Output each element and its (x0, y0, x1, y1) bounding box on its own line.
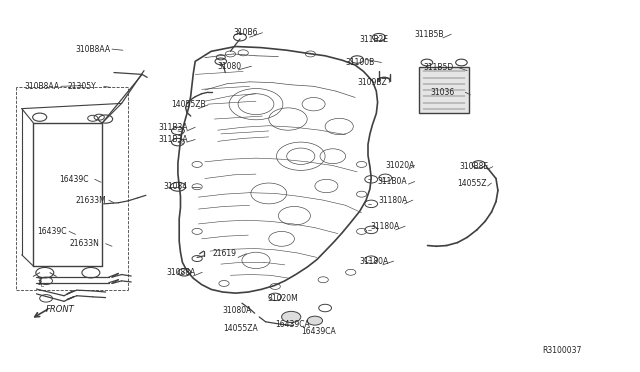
Text: 311B0A: 311B0A (378, 177, 407, 186)
Circle shape (307, 316, 323, 325)
Text: 7: 7 (37, 278, 42, 284)
Text: 31180A: 31180A (379, 196, 408, 205)
Text: R3100037: R3100037 (543, 346, 582, 355)
Text: 21305Y: 21305Y (67, 82, 96, 91)
Text: 310B8AA: 310B8AA (76, 45, 111, 54)
Text: 31084: 31084 (163, 182, 188, 191)
Text: 31020A: 31020A (385, 161, 415, 170)
Text: 310B6: 310B6 (234, 28, 258, 37)
Text: 31036: 31036 (430, 88, 454, 97)
Text: 311B5B: 311B5B (415, 30, 444, 39)
Text: 16439CA: 16439CA (301, 327, 335, 336)
Text: 311B5D: 311B5D (424, 63, 454, 72)
Text: 31020M: 31020M (268, 294, 298, 303)
Text: 310B8AA: 310B8AA (24, 82, 60, 91)
Text: 31080: 31080 (218, 62, 242, 71)
Text: 16439C: 16439C (37, 227, 67, 236)
Text: 31180A: 31180A (370, 222, 399, 231)
Bar (419, 67, 469, 113)
Text: 14055Z: 14055Z (458, 179, 487, 187)
Text: 31180A: 31180A (360, 257, 389, 266)
Text: 16439CA: 16439CA (275, 320, 310, 329)
Text: L: L (40, 283, 44, 288)
Text: 311B3A: 311B3A (159, 123, 188, 132)
Text: 311B2E: 311B2E (360, 35, 388, 44)
Circle shape (282, 311, 301, 323)
Text: FRONT: FRONT (46, 305, 75, 314)
Text: 2: 2 (37, 280, 42, 286)
Text: 31080A: 31080A (223, 306, 252, 315)
Text: 16439C: 16439C (59, 175, 88, 184)
Text: 14055ZA: 14055ZA (223, 324, 257, 333)
Text: 21633N: 21633N (69, 239, 99, 248)
Text: 310B8E: 310B8E (460, 162, 489, 171)
Text: 31088A: 31088A (166, 268, 196, 277)
Text: 14055ZB: 14055ZB (172, 100, 206, 109)
Text: 311B3A: 311B3A (159, 135, 188, 144)
Text: 21633M: 21633M (76, 196, 106, 205)
Text: 31100B: 31100B (346, 58, 375, 67)
Text: 3109BZ: 3109BZ (357, 78, 387, 87)
Text: 21619: 21619 (212, 249, 237, 258)
